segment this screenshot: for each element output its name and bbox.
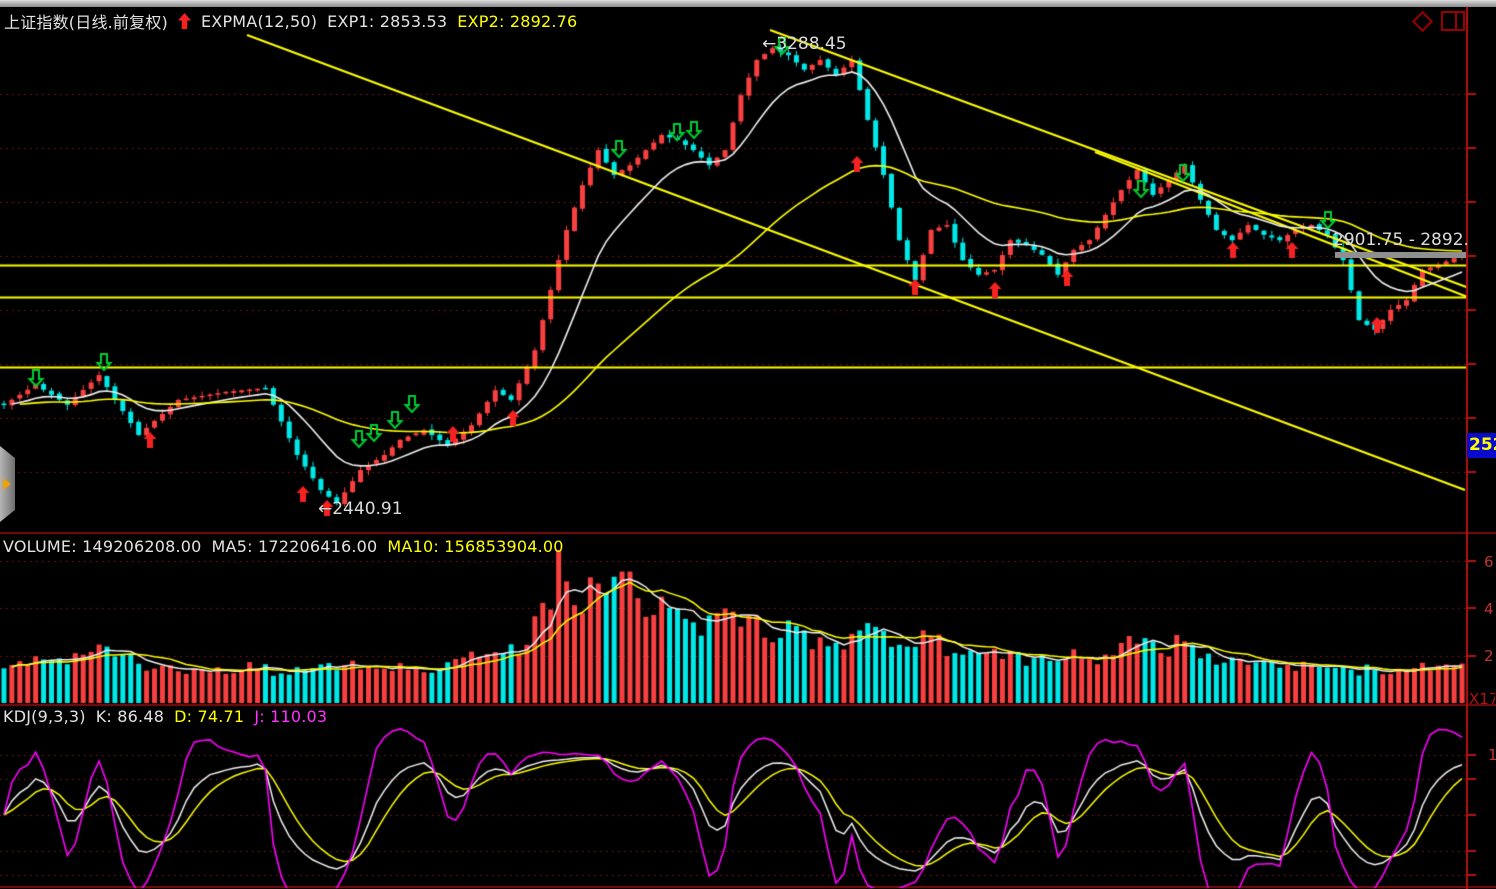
volume-pane-header: VOLUME: 149206208.00 MA5: 172206416.00 M… — [3, 537, 564, 556]
kdj-d-value: D: 74.71 — [174, 707, 245, 726]
split-window-icon[interactable] — [1441, 11, 1465, 31]
exp2-value: EXP2: 2892.76 — [457, 11, 578, 31]
expand-right-icon — [3, 478, 11, 490]
up-arrow-icon — [177, 13, 191, 29]
chart-title: 上证指数(日线.前复权) — [4, 13, 168, 32]
price-axis-marker: 252 — [1467, 433, 1496, 458]
volume-scale-label: X17 — [1469, 690, 1495, 708]
volume-axis-tick-4: 4 — [1484, 600, 1494, 618]
range-note-label: 2901.75 - 2892. — [1333, 230, 1469, 250]
split-window-divider — [1455, 13, 1457, 29]
peak-price-label: ←3288.45 — [762, 34, 847, 54]
trough-price-label: ←2440.91 — [318, 499, 403, 519]
kdj-k-value: K: 86.48 — [95, 707, 165, 726]
volume-axis-tick-6: 6 — [1484, 553, 1494, 571]
volume-ma5-value: MA5: 172206416.00 — [211, 537, 378, 556]
main-chart-header: 上证指数(日线.前复权) EXPMA(12,50) EXP1: 2853.53 … — [4, 9, 577, 33]
expma-indicator-label: EXPMA(12,50) — [200, 11, 318, 31]
window-top-edge — [0, 0, 1496, 7]
kdj-axis-tick-100: 1 — [1488, 746, 1496, 764]
volume-value: VOLUME: 149206208.00 — [3, 537, 202, 556]
range-highlight-bar — [1335, 252, 1466, 258]
kdj-pane-header: KDJ(9,3,3) K: 86.48 D: 74.71 J: 110.03 — [3, 707, 327, 726]
kdj-j-value: J: 110.03 — [254, 707, 328, 726]
left-panel-expander[interactable] — [0, 446, 15, 522]
volume-ma10-value: MA10: 156853904.00 — [387, 537, 564, 556]
kdj-indicator-label: KDJ(9,3,3) — [3, 707, 86, 726]
volume-axis-tick-2: 2 — [1484, 647, 1494, 665]
exp1-value: EXP1: 2853.53 — [327, 11, 448, 31]
